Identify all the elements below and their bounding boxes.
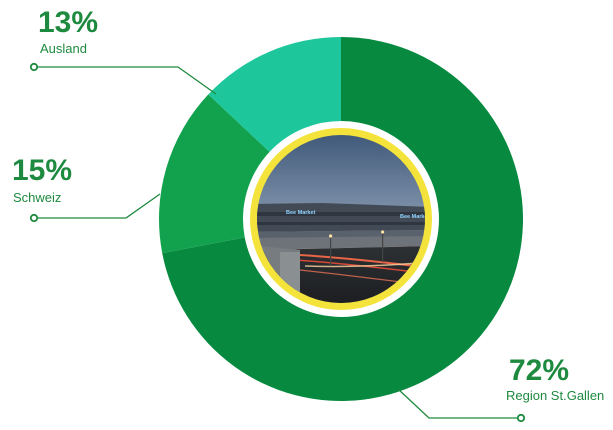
ausland-label: Ausland — [40, 41, 87, 56]
schweiz-slice — [159, 94, 270, 254]
schweiz-callout-line — [36, 193, 161, 219]
region-st-gallen-callout-line — [397, 388, 519, 419]
stadium-sign-right: Bee Market — [400, 214, 430, 220]
ausland-percent: 13% — [38, 6, 99, 39]
region-st-gallen-callout-marker — [516, 413, 526, 423]
region-st-gallen-label: Region St.Gallen — [506, 388, 605, 403]
region-st-gallen-percent: 72% — [509, 354, 570, 387]
region-st-gallen-slice — [162, 37, 523, 401]
ausland-callout-line — [36, 66, 217, 95]
stadium-sign-left: Bee Market — [286, 210, 316, 216]
schweiz-callout-marker — [29, 213, 39, 223]
ausland-callout-marker — [29, 62, 39, 72]
schweiz-label: Schweiz — [13, 190, 62, 205]
ausland-slice — [208, 37, 341, 152]
schweiz-percent: 15% — [12, 154, 73, 187]
